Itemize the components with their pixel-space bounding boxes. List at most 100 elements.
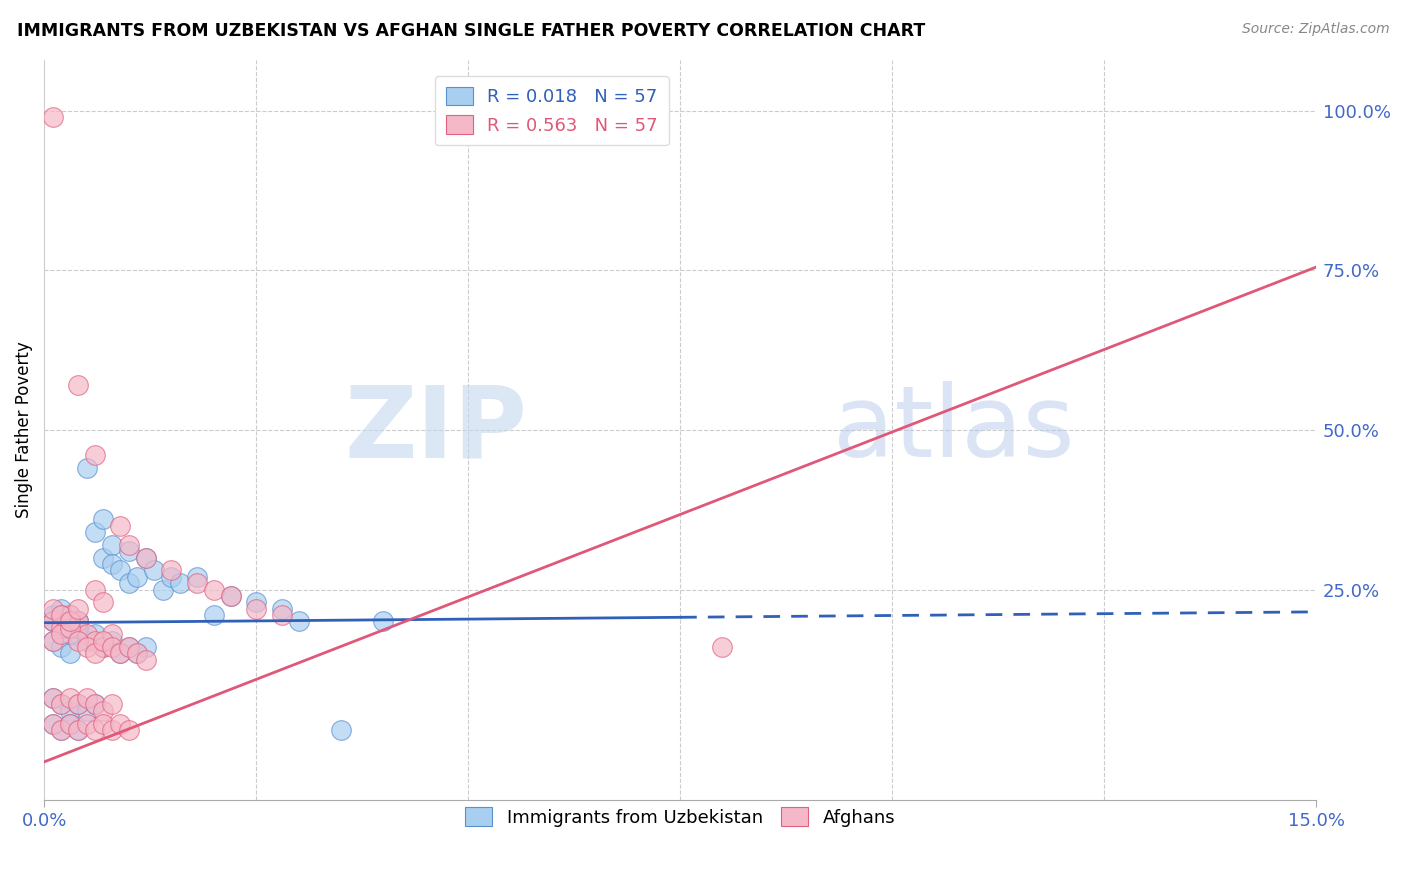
Point (49, 640, 72, 654)
Point (110, 716, 132, 731)
Point (127, 646, 149, 660)
Point (66, 615, 89, 629)
Point (41, 691, 63, 706)
Point (93, 640, 115, 654)
Point (110, 646, 132, 660)
Point (169, 576, 191, 591)
Point (58, 704, 80, 718)
Point (101, 698, 124, 712)
Point (76, 461, 98, 475)
Point (58, 608, 80, 623)
Point (84, 449, 107, 463)
Point (41, 608, 63, 623)
Point (49, 621, 72, 635)
Point (41, 691, 63, 706)
Point (118, 544, 141, 558)
Point (58, 608, 80, 623)
Point (58, 615, 80, 629)
Point (202, 582, 225, 597)
Point (58, 646, 80, 660)
Point (101, 627, 124, 641)
Point (287, 615, 309, 629)
Point (93, 704, 115, 718)
Point (101, 640, 124, 654)
Point (41, 110, 63, 124)
Point (41, 615, 63, 629)
Point (219, 589, 242, 603)
Point (93, 716, 115, 731)
Point (49, 601, 72, 615)
Point (76, 633, 98, 648)
Point (202, 608, 225, 623)
Point (110, 563, 132, 577)
Point (186, 570, 208, 584)
Point (58, 621, 80, 635)
Point (49, 723, 72, 737)
Point (110, 646, 132, 660)
Point (118, 640, 141, 654)
Point (270, 601, 292, 615)
Point (101, 557, 124, 571)
Point (49, 621, 72, 635)
Point (66, 615, 89, 629)
Point (93, 633, 115, 648)
Point (160, 563, 183, 577)
Point (76, 716, 98, 731)
Point (152, 582, 174, 597)
Point (49, 698, 72, 712)
Point (219, 589, 242, 603)
Text: ZIP: ZIP (344, 382, 527, 478)
Point (41, 633, 63, 648)
Point (76, 704, 98, 718)
Point (127, 570, 149, 584)
Point (110, 518, 132, 533)
Point (135, 550, 157, 565)
Point (135, 653, 157, 667)
Point (41, 615, 63, 629)
Point (66, 698, 89, 712)
Point (76, 627, 98, 641)
Point (84, 646, 107, 660)
Point (329, 723, 352, 737)
Point (101, 723, 124, 737)
Point (76, 640, 98, 654)
Point (84, 582, 107, 597)
Point (49, 608, 72, 623)
Point (118, 723, 141, 737)
Point (101, 538, 124, 552)
Point (41, 601, 63, 615)
Point (66, 723, 89, 737)
Point (93, 550, 115, 565)
Point (186, 576, 208, 591)
Point (93, 595, 115, 609)
Point (76, 691, 98, 706)
Point (58, 716, 80, 731)
Point (84, 524, 107, 539)
Text: IMMIGRANTS FROM UZBEKISTAN VS AFGHAN SINGLE FATHER POVERTY CORRELATION CHART: IMMIGRANTS FROM UZBEKISTAN VS AFGHAN SIN… (17, 22, 925, 40)
Point (270, 608, 292, 623)
Point (93, 512, 115, 526)
Point (135, 550, 157, 565)
Point (101, 633, 124, 648)
Point (66, 601, 89, 615)
Point (66, 615, 89, 629)
Point (118, 538, 141, 552)
Y-axis label: Single Father Poverty: Single Father Poverty (15, 342, 32, 518)
Point (66, 378, 89, 392)
Point (118, 576, 141, 591)
Point (58, 621, 80, 635)
Point (58, 716, 80, 731)
Point (160, 570, 183, 584)
Point (118, 640, 141, 654)
Text: Source: ZipAtlas.com: Source: ZipAtlas.com (1241, 22, 1389, 37)
Point (127, 646, 149, 660)
Point (49, 627, 72, 641)
Point (41, 716, 63, 731)
Point (84, 698, 107, 712)
Point (41, 615, 63, 629)
Point (84, 627, 107, 641)
Point (41, 716, 63, 731)
Point (373, 615, 395, 629)
Point (66, 627, 89, 641)
Point (84, 633, 107, 648)
